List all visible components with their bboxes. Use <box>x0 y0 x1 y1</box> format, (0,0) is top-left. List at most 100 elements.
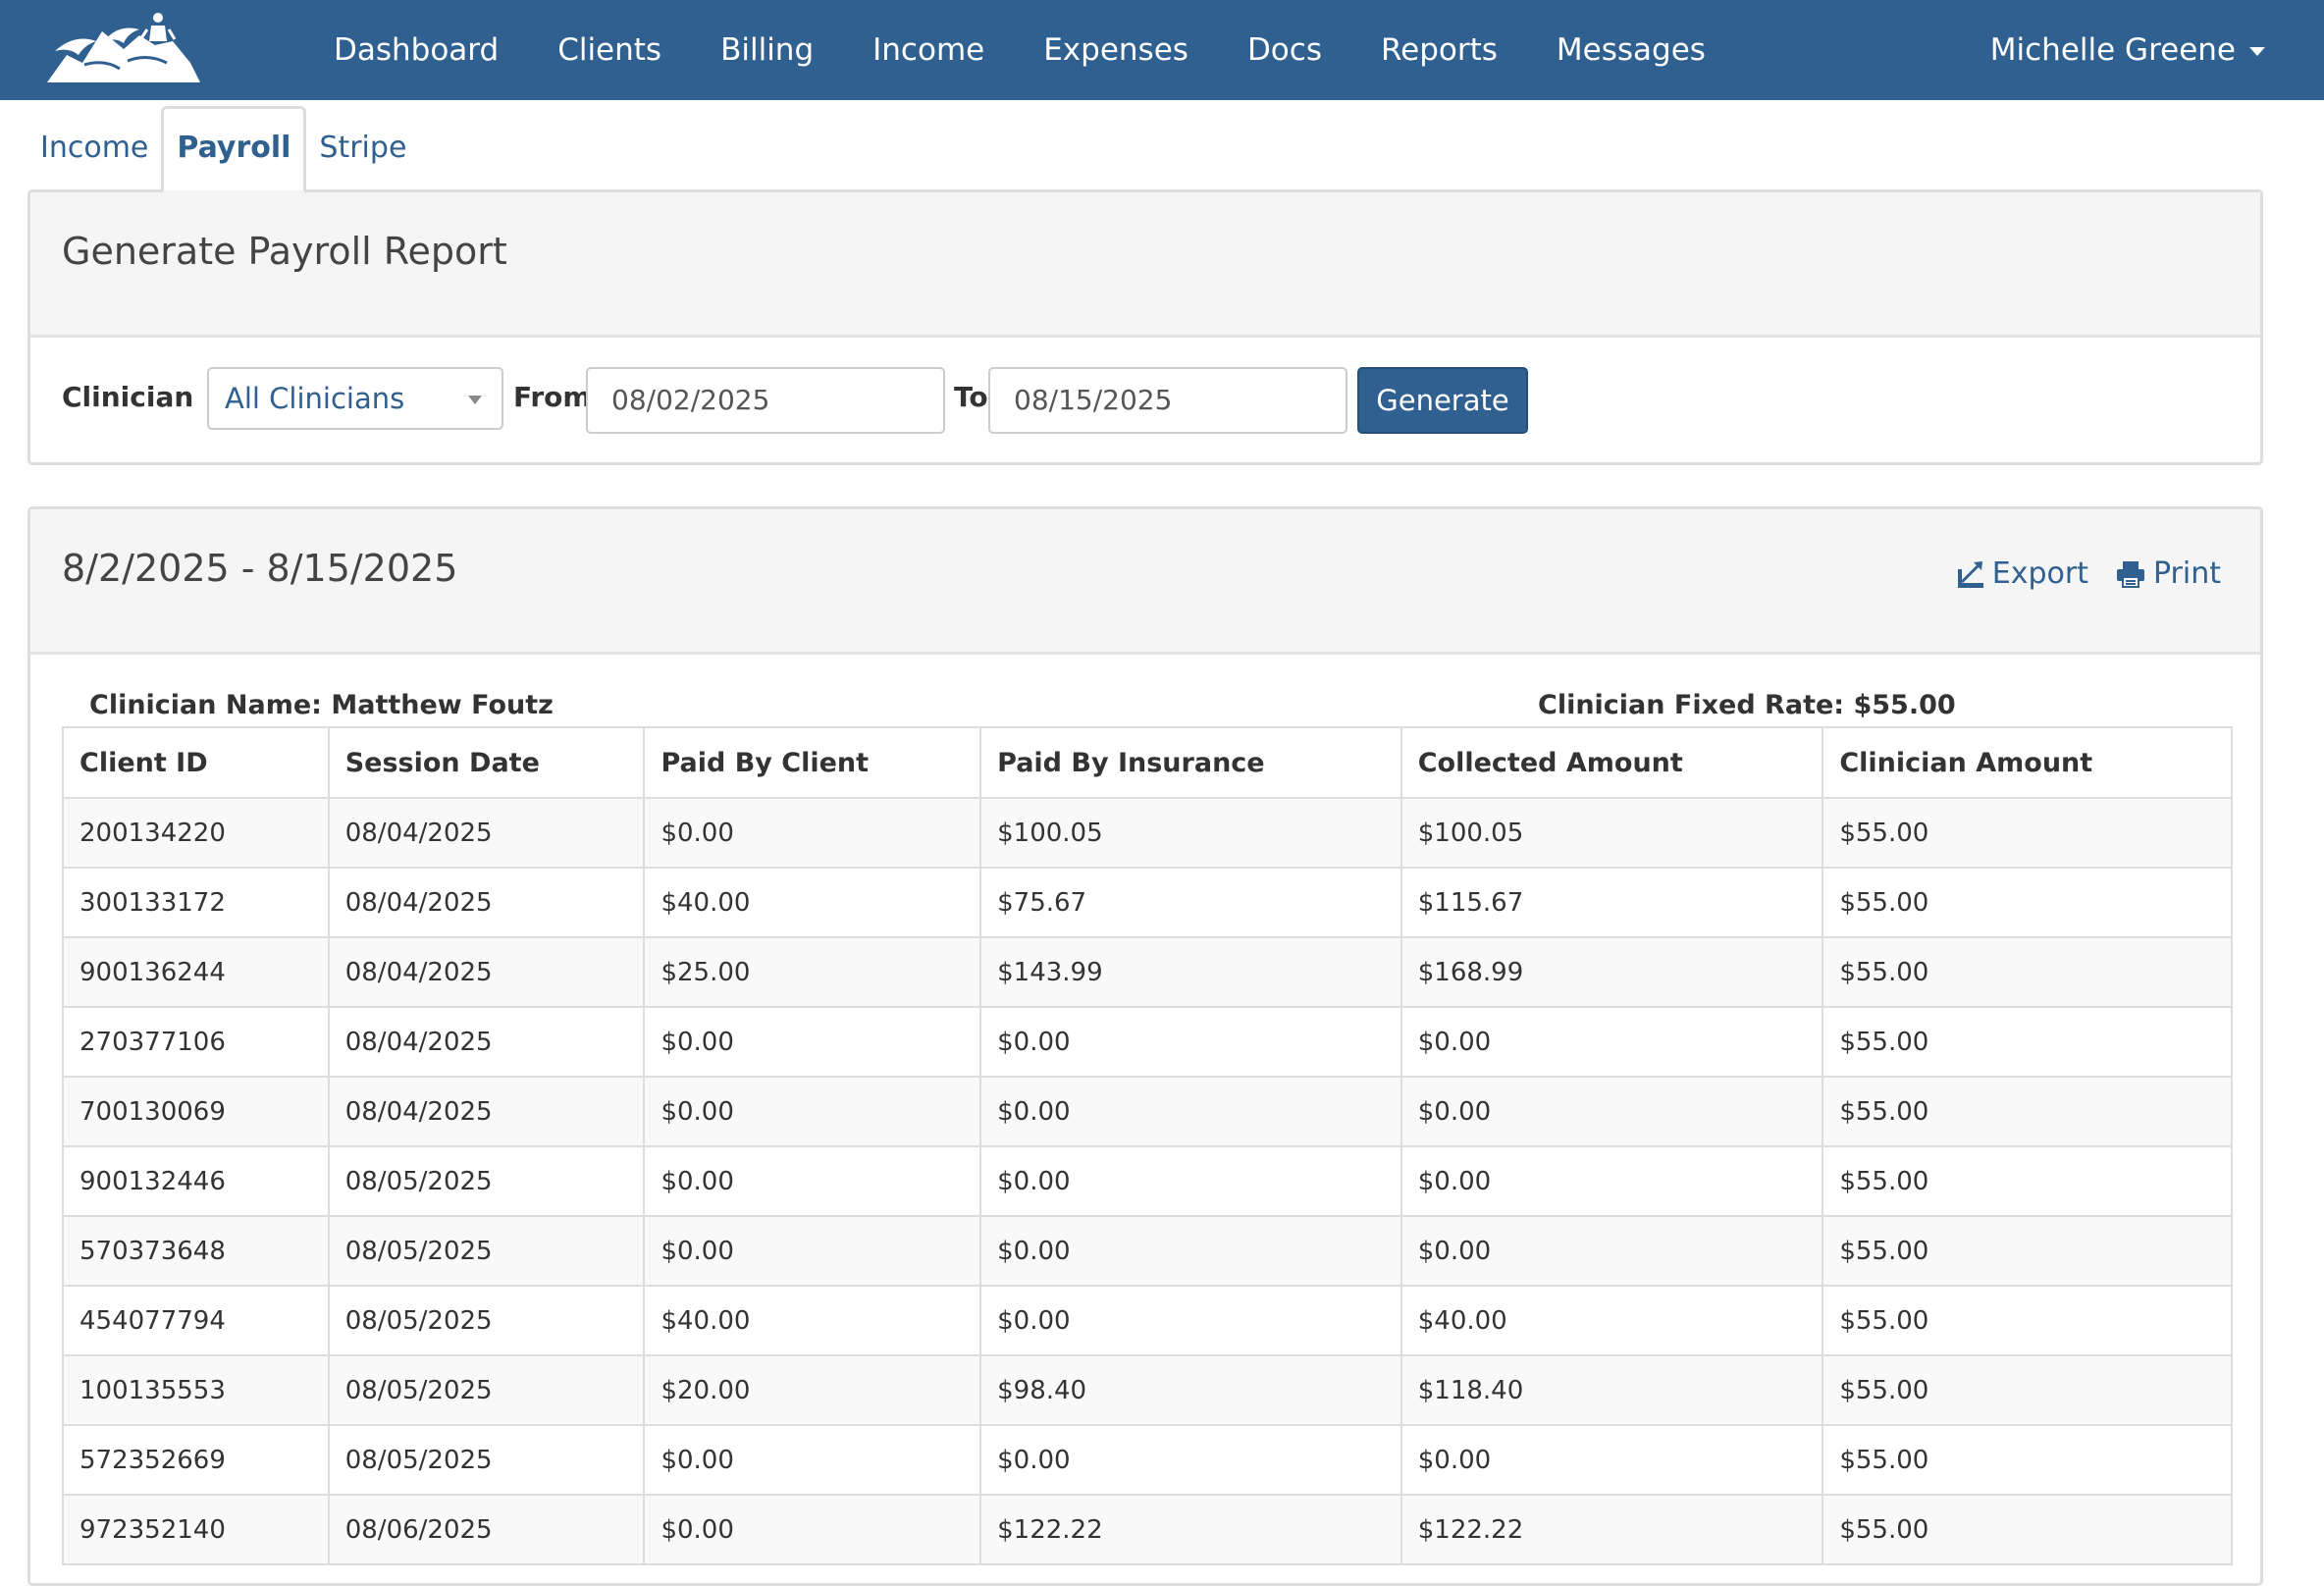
client-id-cell: 972352140 <box>62 1494 330 1565</box>
report-panel-heading: 8/2/2025 - 8/15/2025 Export Print <box>30 509 2260 655</box>
paid-by-client-cell: $0.00 <box>643 1494 982 1565</box>
table-row: 300133172 08/04/2025 $40.00 $75.67 $115.… <box>62 867 2233 938</box>
logo-icon[interactable] <box>45 12 202 86</box>
nav-reports[interactable]: Reports <box>1380 32 1498 68</box>
user-menu[interactable]: Michelle Greene <box>1990 0 2265 100</box>
col-session-date[interactable]: Session Date <box>327 726 646 799</box>
table-row: 572352669 08/05/2025 $0.00 $0.00 $0.00 $… <box>62 1424 2233 1496</box>
generate-button[interactable]: Generate <box>1357 367 1528 434</box>
print-label: Print <box>2152 556 2221 591</box>
collected-amount-cell: $118.40 <box>1400 1354 1824 1426</box>
clinician-amount-cell: $55.00 <box>1822 1494 2233 1565</box>
clinician-select-value: All Clinicians <box>225 382 405 415</box>
table-row: 700130069 08/04/2025 $0.00 $0.00 $0.00 $… <box>62 1076 2233 1147</box>
paid-by-insurance-cell: $98.40 <box>979 1354 1402 1426</box>
paid-by-insurance-cell: $0.00 <box>979 1006 1402 1078</box>
col-paid-by-insurance[interactable]: Paid By Insurance <box>979 726 1402 799</box>
nav-expenses[interactable]: Expenses <box>1043 32 1188 68</box>
clinician-amount-cell: $55.00 <box>1822 867 2233 938</box>
paid-by-client-cell: $0.00 <box>643 1076 982 1147</box>
clinician-select[interactable]: All Clinicians <box>207 367 503 430</box>
clinician-amount-cell: $55.00 <box>1822 797 2233 869</box>
session-date-cell: 08/05/2025 <box>327 1145 646 1217</box>
collected-amount-cell: $40.00 <box>1400 1285 1824 1356</box>
col-clinician-amount[interactable]: Clinician Amount <box>1822 726 2233 799</box>
tab-income[interactable]: Income <box>40 131 149 165</box>
paid-by-insurance-cell: $0.00 <box>979 1076 1402 1147</box>
paid-by-client-cell: $40.00 <box>643 1285 982 1356</box>
paid-by-insurance-cell: $0.00 <box>979 1215 1402 1287</box>
session-date-cell: 08/04/2025 <box>327 1076 646 1147</box>
export-icon <box>1957 560 1983 588</box>
paid-by-insurance-cell: $122.22 <box>979 1494 1402 1565</box>
clinician-name: Clinician Name: Matthew Foutz <box>89 690 554 720</box>
col-client-id[interactable]: Client ID <box>62 726 330 799</box>
collected-amount-cell: $0.00 <box>1400 1076 1824 1147</box>
session-date-cell: 08/05/2025 <box>327 1424 646 1496</box>
table-row: 200134220 08/04/2025 $0.00 $100.05 $100.… <box>62 797 2233 869</box>
dropdown-arrow-icon <box>468 396 482 404</box>
clinician-label: Clinician <box>62 381 194 413</box>
table-row: 900136244 08/04/2025 $25.00 $143.99 $168… <box>62 936 2233 1008</box>
paid-by-insurance-cell: $100.05 <box>979 797 1402 869</box>
nav-messages[interactable]: Messages <box>1556 32 1706 68</box>
collected-amount-cell: $100.05 <box>1400 797 1824 869</box>
export-button[interactable]: Export <box>1957 556 2088 591</box>
collected-amount-cell: $0.00 <box>1400 1424 1824 1496</box>
session-date-cell: 08/05/2025 <box>327 1354 646 1426</box>
clinician-amount-cell: $55.00 <box>1822 936 2233 1008</box>
table-row: 100135553 08/05/2025 $20.00 $98.40 $118.… <box>62 1354 2233 1426</box>
tab-payroll[interactable]: Payroll <box>161 106 307 193</box>
clinician-amount-cell: $55.00 <box>1822 1006 2233 1078</box>
generate-panel-heading: Generate Payroll Report <box>30 192 2260 338</box>
client-id-cell: 270377106 <box>62 1006 330 1078</box>
from-label: From <box>513 381 592 413</box>
nav-income[interactable]: Income <box>872 32 985 68</box>
print-button[interactable]: Print <box>2116 556 2221 591</box>
clinician-amount-cell: $55.00 <box>1822 1354 2233 1426</box>
client-id-cell: 454077794 <box>62 1285 330 1356</box>
nav-billing[interactable]: Billing <box>720 32 815 68</box>
collected-amount-cell: $0.00 <box>1400 1145 1824 1217</box>
col-paid-by-client[interactable]: Paid By Client <box>643 726 982 799</box>
top-navbar: Dashboard Clients Billing Income Expense… <box>0 0 2324 100</box>
session-date-cell: 08/05/2025 <box>327 1215 646 1287</box>
table-row: 270377106 08/04/2025 $0.00 $0.00 $0.00 $… <box>62 1006 2233 1078</box>
clinician-amount-cell: $55.00 <box>1822 1424 2233 1496</box>
client-id-cell: 100135553 <box>62 1354 330 1426</box>
session-date-cell: 08/04/2025 <box>327 867 646 938</box>
table-header-row: Client ID Session Date Paid By Client Pa… <box>62 726 2233 799</box>
table-row: 570373648 08/05/2025 $0.00 $0.00 $0.00 $… <box>62 1215 2233 1287</box>
paid-by-client-cell: $0.00 <box>643 797 982 869</box>
table-row: 454077794 08/05/2025 $40.00 $0.00 $40.00… <box>62 1285 2233 1356</box>
from-date-input[interactable]: 08/02/2025 <box>586 367 945 434</box>
caret-down-icon <box>2249 47 2265 56</box>
nav-dashboard[interactable]: Dashboard <box>334 32 500 68</box>
client-id-cell: 900132446 <box>62 1145 330 1217</box>
client-id-cell: 570373648 <box>62 1215 330 1287</box>
clinician-amount-cell: $55.00 <box>1822 1215 2233 1287</box>
report-panel: 8/2/2025 - 8/15/2025 Export Print <box>27 506 2263 1586</box>
tab-stripe[interactable]: Stripe <box>319 131 407 165</box>
clinician-amount-cell: $55.00 <box>1822 1285 2233 1356</box>
clinician-amount-cell: $55.00 <box>1822 1145 2233 1217</box>
client-id-cell: 700130069 <box>62 1076 330 1147</box>
paid-by-client-cell: $0.00 <box>643 1006 982 1078</box>
paid-by-client-cell: $0.00 <box>643 1215 982 1287</box>
paid-by-insurance-cell: $0.00 <box>979 1145 1402 1217</box>
collected-amount-cell: $115.67 <box>1400 867 1824 938</box>
nav-clients[interactable]: Clients <box>557 32 662 68</box>
printer-icon <box>2116 560 2144 588</box>
client-id-cell: 300133172 <box>62 867 330 938</box>
client-id-cell: 572352669 <box>62 1424 330 1496</box>
collected-amount-cell: $122.22 <box>1400 1494 1824 1565</box>
session-date-cell: 08/04/2025 <box>327 797 646 869</box>
collected-amount-cell: $0.00 <box>1400 1215 1824 1287</box>
table-row: 972352140 08/06/2025 $0.00 $122.22 $122.… <box>62 1494 2233 1565</box>
nav-docs[interactable]: Docs <box>1246 32 1322 68</box>
paid-by-insurance-cell: $75.67 <box>979 867 1402 938</box>
to-date-input[interactable]: 08/15/2025 <box>988 367 1347 434</box>
main-nav: Dashboard Clients Billing Income Expense… <box>334 0 1765 100</box>
col-collected-amount[interactable]: Collected Amount <box>1400 726 1824 799</box>
client-id-cell: 200134220 <box>62 797 330 869</box>
